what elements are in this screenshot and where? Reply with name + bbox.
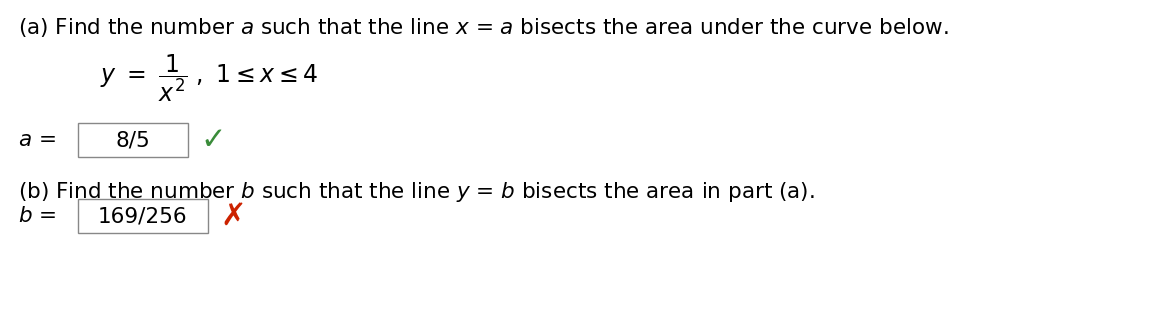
Text: (b) Find the number $\mathit{b}$ such that the line $\mathit{y}$ = $\mathit{b}$ : (b) Find the number $\mathit{b}$ such th… — [17, 180, 815, 204]
Text: 8/5: 8/5 — [115, 130, 150, 150]
Text: $\mathit{b}$ =: $\mathit{b}$ = — [17, 206, 56, 226]
Text: 169/256: 169/256 — [98, 206, 187, 226]
FancyBboxPatch shape — [78, 199, 208, 233]
Text: ✗: ✗ — [220, 202, 246, 230]
Text: ✓: ✓ — [200, 125, 226, 155]
FancyBboxPatch shape — [78, 123, 189, 157]
Text: $\mathit{y}\ =\ \dfrac{1}{\mathit{x}^2}$$\ ,\ 1 \leq \mathit{x} \leq 4$: $\mathit{y}\ =\ \dfrac{1}{\mathit{x}^2}$… — [100, 52, 318, 104]
Text: $\mathit{a}$ =: $\mathit{a}$ = — [17, 130, 56, 150]
Text: (a) Find the number $\mathit{a}$ such that the line $\mathit{x}$ = $\mathit{a}$ : (a) Find the number $\mathit{a}$ such th… — [17, 16, 949, 39]
